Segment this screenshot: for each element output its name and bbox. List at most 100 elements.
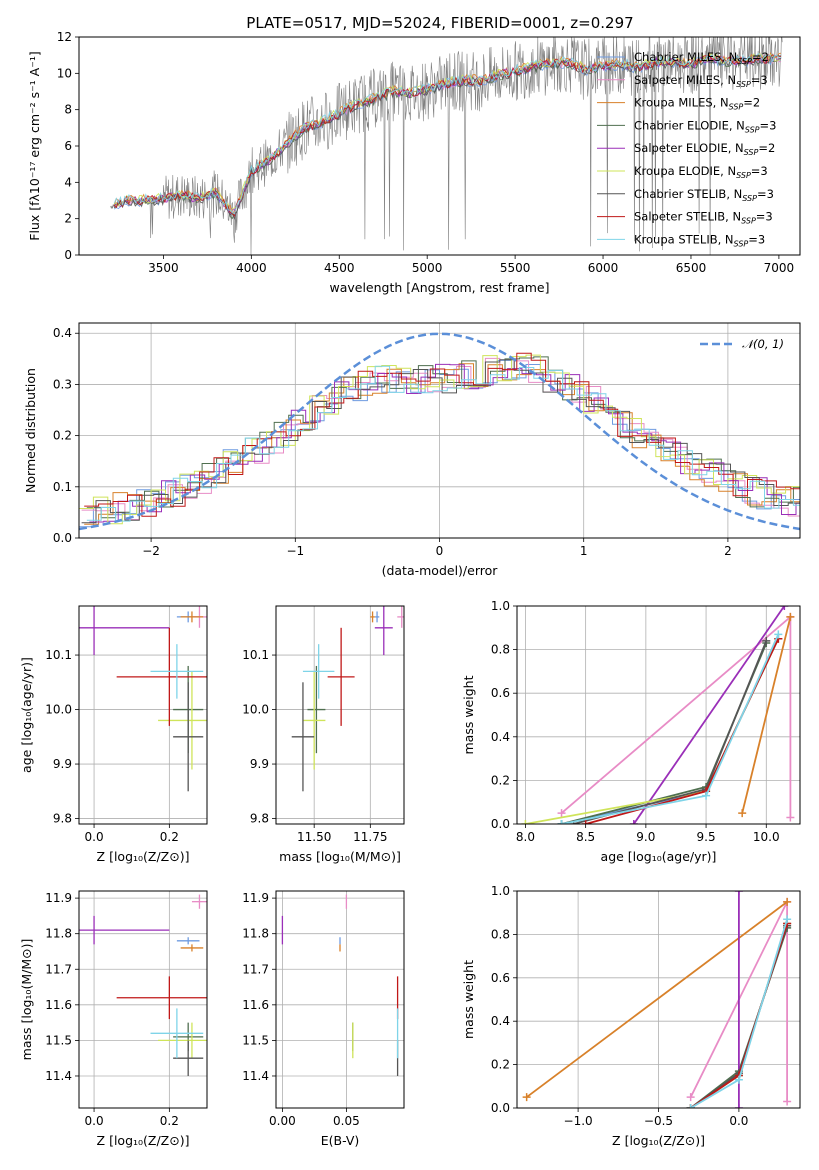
legend-value: =2 — [758, 141, 775, 155]
axes-frame — [516, 890, 801, 1109]
x-tick-label: 9.5 — [697, 830, 716, 844]
model-line — [113, 53, 782, 215]
x-tick-label: 5000 — [412, 261, 443, 275]
weight-line — [526, 901, 788, 1098]
histogram-step — [81, 359, 800, 524]
y-tick-label: 0.2 — [491, 773, 510, 787]
weight-marker — [686, 1104, 695, 1108]
spectrum-lines — [110, 37, 783, 255]
legend-label: Salpeter STELIB, NSSP=3 — [634, 210, 773, 226]
legend-sub: SSP — [734, 239, 749, 248]
weight-marker — [557, 809, 566, 818]
weight-marker — [522, 1093, 531, 1102]
y-tick-label: 6 — [64, 139, 72, 153]
legend-value: =3 — [757, 187, 774, 201]
legend-value: =3 — [760, 118, 777, 132]
weight-marker — [738, 809, 747, 818]
x-tick-label: 6000 — [588, 261, 619, 275]
weight-marker — [786, 813, 795, 822]
x-axis-label: E(B-V) — [321, 1133, 360, 1148]
errorbars — [291, 606, 404, 792]
legend-label: Kroupa ELODIE, NSSP=3 — [634, 164, 768, 180]
errorbars — [79, 894, 207, 1076]
axes-frame — [275, 605, 405, 825]
y-tick-label: 0 — [64, 248, 72, 262]
weight-lines — [521, 606, 795, 824]
y-tick-label: 0.4 — [491, 730, 510, 744]
histograms — [79, 332, 800, 531]
legend-value: =2 — [743, 96, 760, 110]
y-tick-label: 9.9 — [250, 757, 269, 771]
x-tick-label: −2 — [142, 544, 160, 558]
legend-sub: SSP — [741, 217, 756, 226]
x-tick-label: 9.0 — [636, 830, 655, 844]
y-tick-label: 10 — [57, 66, 72, 80]
weight-marker — [786, 612, 795, 621]
y-tick-label: 11.5 — [242, 1033, 269, 1047]
x-tick-label: 5500 — [500, 261, 531, 275]
x-tick-label: 1 — [580, 544, 588, 558]
weight-line — [561, 642, 768, 824]
axes-age-vs-mass: 11.50 11.75 9.8 9.9 10.0 10.1 mass [log₁₀(M/M⊙… — [242, 606, 404, 864]
weight-marker — [702, 791, 711, 800]
y-tick-label: 10.1 — [45, 648, 72, 662]
x-axis-label: Z [log₁₀(Z/Z⊙)] — [612, 1133, 705, 1148]
weight-marker — [734, 1075, 743, 1084]
y-tick-label: 2 — [64, 212, 72, 226]
legend: Chabrier MILES, NSSP=2 Salpeter MILES, NS… — [597, 50, 776, 248]
legend-value: =2 — [752, 50, 769, 64]
y-tick-label: 0.6 — [491, 971, 510, 985]
weight-marker — [581, 820, 590, 824]
weight-line — [741, 616, 792, 814]
legend-label: Salpeter MILES, NSSP=3 — [634, 73, 768, 89]
weight-lines — [522, 891, 792, 1108]
y-tick-label: 11.9 — [242, 891, 269, 905]
y-tick-label: 11.7 — [45, 962, 72, 976]
y-tick-label: 0.0 — [53, 531, 72, 545]
weight-line — [633, 606, 786, 824]
y-tick-label: 11.4 — [242, 1069, 269, 1083]
axes-residuals: −2 −1 0 1 2 0.0 0.1 0.2 0.3 0.4 (data-model)/error… — [23, 323, 800, 578]
y-tick-label: 0.6 — [491, 686, 510, 700]
y-axis-label: mass weight — [461, 675, 476, 754]
y-tick-label: 0.4 — [53, 326, 72, 340]
y-tick-label: 0.8 — [491, 927, 510, 941]
y-tick-label: 11.9 — [45, 891, 72, 905]
histogram-step — [86, 365, 800, 522]
x-axis-label: Z [log₁₀(Z/Z⊙)] — [97, 1133, 190, 1148]
y-tick-label: 8 — [64, 103, 72, 117]
legend-value: =3 — [751, 164, 768, 178]
y-tick-label: 0.2 — [53, 429, 72, 443]
x-tick-label: 0 — [436, 544, 444, 558]
errorbars — [281, 894, 399, 1076]
histogram-step — [84, 363, 800, 525]
legend-label: 𝒩(0, 1) — [742, 337, 784, 351]
x-tick-label: 3500 — [148, 261, 179, 275]
x-tick-label: 0.00 — [269, 1114, 296, 1128]
y-axis-label: Flux [fλ10⁻¹⁷ erg cm⁻² s⁻¹ A⁻¹] — [27, 51, 42, 240]
legend-label: Chabrier ELODIE, NSSP=3 — [634, 118, 776, 134]
x-tick-label: 6500 — [676, 261, 707, 275]
histogram-step — [84, 352, 800, 517]
x-axis-label: mass [log₁₀(M/M⊙)] — [279, 849, 401, 864]
legend-sub: SSP — [729, 103, 744, 112]
weight-marker — [780, 606, 789, 610]
weight-marker — [629, 820, 638, 824]
weight-marker — [734, 891, 743, 895]
weight-marker — [783, 1097, 792, 1106]
x-tick-label: 0.2 — [160, 830, 179, 844]
x-tick-label: −1.0 — [564, 1114, 593, 1128]
axes-frame — [78, 605, 208, 825]
legend-value: =3 — [756, 210, 773, 224]
y-tick-label: 0.0 — [491, 817, 510, 831]
y-axis-label: mass [log₁₀(M/M⊙)] — [19, 939, 34, 1061]
weight-marker — [557, 820, 566, 824]
x-tick-label: 2 — [724, 544, 732, 558]
y-axis-label: age [log₁₀(age/yr)] — [19, 657, 34, 773]
y-tick-label: 9.8 — [250, 812, 269, 826]
x-tick-label: 4500 — [324, 261, 355, 275]
weight-marker — [783, 915, 792, 924]
x-tick-label: 0.2 — [160, 1114, 179, 1128]
legend-sub: SSP — [736, 80, 751, 89]
